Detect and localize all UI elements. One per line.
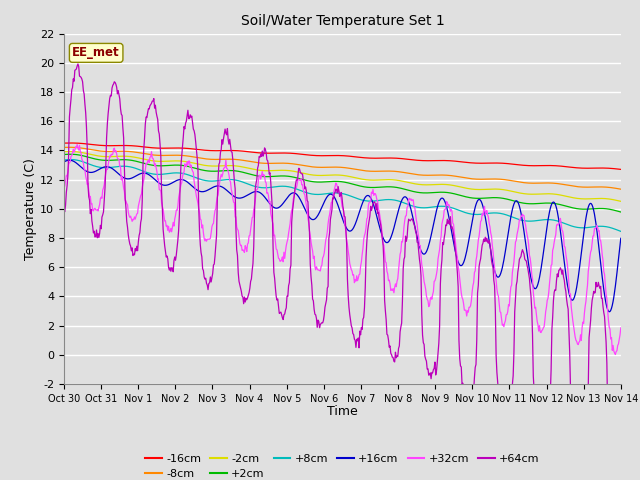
+8cm	[617, 228, 625, 234]
+64cm	[214, 175, 222, 181]
-8cm	[428, 172, 435, 178]
Line: -2cm: -2cm	[64, 152, 621, 201]
+64cm	[428, 376, 435, 382]
+2cm	[428, 190, 435, 196]
-8cm	[411, 171, 419, 177]
-8cm	[617, 186, 625, 192]
-16cm	[617, 167, 625, 172]
+32cm	[70, 149, 78, 155]
+16cm	[60, 159, 68, 165]
+32cm	[411, 205, 419, 211]
-8cm	[185, 153, 193, 159]
+8cm	[67, 156, 74, 162]
-16cm	[214, 148, 222, 154]
+64cm	[70, 78, 78, 84]
Line: +64cm: +64cm	[64, 64, 621, 472]
+16cm	[214, 183, 222, 189]
-16cm	[60, 140, 68, 146]
+16cm	[185, 180, 193, 186]
+2cm	[214, 168, 222, 174]
+64cm	[612, 469, 620, 475]
Line: +16cm: +16cm	[64, 160, 621, 312]
Line: -8cm: -8cm	[64, 147, 621, 189]
+2cm	[71, 152, 79, 157]
+64cm	[128, 245, 136, 251]
+32cm	[74, 142, 81, 147]
+32cm	[60, 185, 68, 191]
-2cm	[411, 181, 419, 187]
+8cm	[185, 172, 193, 178]
+64cm	[60, 207, 68, 213]
Title: Soil/Water Temperature Set 1: Soil/Water Temperature Set 1	[241, 14, 444, 28]
+64cm	[411, 224, 419, 229]
-8cm	[60, 144, 68, 150]
+32cm	[128, 218, 136, 224]
-2cm	[128, 154, 136, 160]
-16cm	[67, 140, 75, 146]
-16cm	[411, 157, 419, 163]
+8cm	[411, 204, 419, 210]
-2cm	[428, 182, 435, 188]
+2cm	[60, 152, 68, 157]
+16cm	[617, 235, 625, 241]
+64cm	[617, 454, 625, 459]
-2cm	[185, 159, 193, 165]
-8cm	[214, 156, 222, 162]
Legend: -16cm, -8cm, -2cm, +2cm, +8cm, +16cm, +32cm, +64cm: -16cm, -8cm, -2cm, +2cm, +8cm, +16cm, +3…	[141, 449, 544, 480]
+32cm	[428, 294, 435, 300]
+2cm	[67, 151, 74, 157]
Line: -16cm: -16cm	[64, 143, 621, 169]
+2cm	[411, 189, 419, 195]
-16cm	[71, 140, 79, 146]
X-axis label: Time: Time	[327, 405, 358, 418]
Y-axis label: Temperature (C): Temperature (C)	[24, 158, 37, 260]
+16cm	[71, 159, 79, 165]
-16cm	[185, 145, 193, 151]
-8cm	[128, 149, 136, 155]
+16cm	[65, 157, 73, 163]
+8cm	[214, 178, 222, 183]
+64cm	[74, 61, 82, 67]
+64cm	[185, 116, 193, 121]
+16cm	[411, 224, 419, 229]
-16cm	[128, 143, 136, 149]
+32cm	[185, 158, 193, 164]
+32cm	[612, 351, 620, 357]
+32cm	[617, 325, 625, 331]
+2cm	[128, 157, 136, 163]
-2cm	[71, 149, 79, 155]
+8cm	[60, 157, 68, 163]
+2cm	[185, 164, 193, 169]
-8cm	[65, 144, 73, 150]
Line: +2cm: +2cm	[64, 154, 621, 212]
-16cm	[428, 158, 435, 164]
Text: EE_met: EE_met	[72, 47, 120, 60]
+8cm	[71, 157, 79, 163]
-8cm	[71, 144, 79, 150]
+16cm	[428, 233, 435, 239]
-2cm	[617, 198, 625, 204]
-2cm	[67, 149, 74, 155]
+2cm	[617, 209, 625, 215]
+8cm	[428, 204, 435, 210]
+16cm	[605, 309, 613, 315]
-2cm	[60, 149, 68, 155]
+32cm	[214, 192, 222, 198]
+16cm	[128, 175, 136, 181]
Line: +32cm: +32cm	[64, 144, 621, 354]
+8cm	[128, 165, 136, 170]
Line: +8cm: +8cm	[64, 159, 621, 231]
-2cm	[214, 163, 222, 169]
